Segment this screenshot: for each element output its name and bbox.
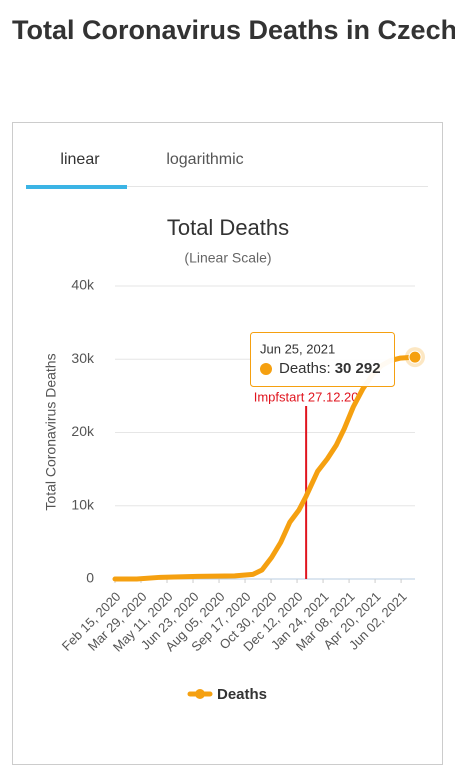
tab[interactable]: linear <box>60 151 100 168</box>
tooltip-date: Jun 25, 2021 <box>260 341 335 356</box>
y-tick-label: 20k <box>71 423 95 439</box>
card <box>12 122 443 765</box>
y-tick-label: 40k <box>71 277 95 293</box>
y-axis-label: Total Coronavirus Deaths <box>43 353 59 510</box>
page-title: Total Coronavirus Deaths in Czechia <box>12 15 455 45</box>
tab-indicator <box>26 185 127 189</box>
tooltip-marker <box>260 363 272 375</box>
annotation-label: Impfstart 27.12.20 <box>254 389 359 404</box>
tab[interactable]: logarithmic <box>166 151 243 168</box>
y-tick-label: 30k <box>71 350 95 366</box>
legend-marker <box>195 689 205 699</box>
chart-title: Total Deaths <box>167 215 289 240</box>
chart-subtitle: (Linear Scale) <box>184 250 271 266</box>
data-point <box>408 350 422 364</box>
legend-label: Deaths <box>217 686 267 703</box>
tooltip-series: Deaths: <box>279 360 331 377</box>
tooltip-value: Deaths: 30 292 <box>279 360 381 377</box>
y-tick-label: 10k <box>71 496 95 512</box>
tooltip-box <box>250 332 395 387</box>
y-tick-label: 0 <box>86 570 94 586</box>
tooltip-number: 30 292 <box>335 360 381 377</box>
